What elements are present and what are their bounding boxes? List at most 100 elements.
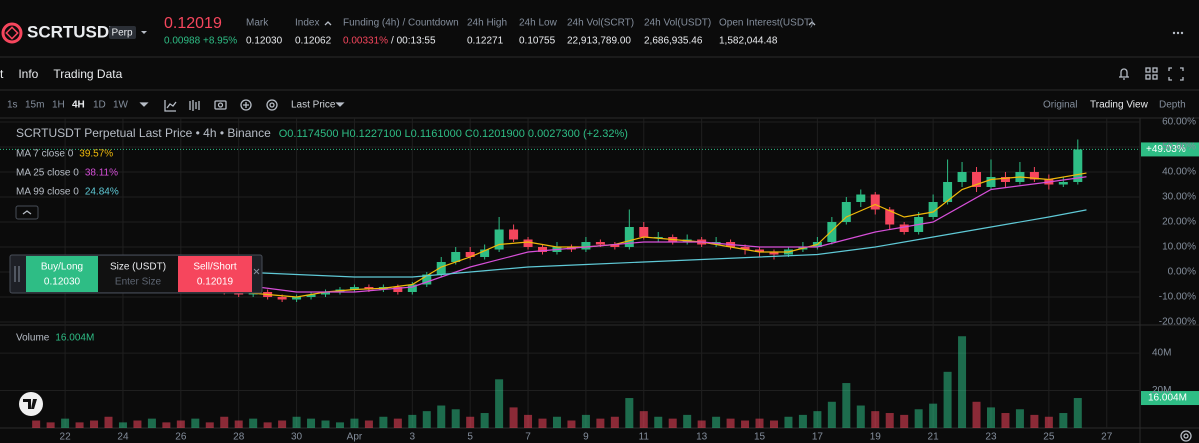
order-sell-price: 0.12019 (197, 277, 234, 288)
price-type[interactable]: Last Price (291, 100, 336, 111)
volume-bar (263, 422, 272, 428)
x-tick-label: 28 (233, 432, 245, 443)
candle-body (451, 252, 461, 262)
volume-bar (842, 383, 851, 428)
volume-bar (437, 405, 446, 428)
last-price-label: +49.03% (1146, 144, 1186, 155)
caret[interactable] (141, 31, 147, 34)
chart-tool-icons[interactable] (139, 99, 345, 112)
x-tick-label: 27 (1101, 432, 1113, 443)
chart-layer (0, 118, 1140, 428)
volume-bar (422, 411, 431, 428)
collapse-icon (22, 210, 32, 215)
y-tick-label: -10.00% (1159, 292, 1196, 303)
volume-bar (683, 414, 692, 428)
candle-body (465, 252, 475, 257)
view-tab[interactable]: Original (1043, 100, 1077, 111)
order-buy-label: Buy/Long (41, 262, 83, 273)
drag-handle (14, 266, 20, 282)
volume-bar (46, 422, 55, 428)
collapse-button[interactable] (15, 205, 39, 220)
y-tick-label: 10.00% (1162, 242, 1196, 253)
volume-tick-label: 40M (1152, 348, 1171, 359)
stat-value: 0.10755 (519, 36, 556, 47)
volume-bar (292, 416, 301, 428)
more-menu[interactable] (1172, 31, 1184, 35)
volume-bar (798, 414, 807, 428)
stat-value: 0.12271 (467, 36, 504, 47)
size-field[interactable] (98, 256, 178, 292)
badge-bg (109, 26, 136, 39)
candle-body (349, 287, 359, 290)
interval[interactable]: 1s (7, 100, 18, 111)
stat-value: 1,582,044.48 (719, 36, 778, 47)
tool-icons-right[interactable] (1119, 67, 1184, 81)
volume-bar (220, 416, 229, 428)
volume-bar (61, 418, 70, 428)
sort-icons[interactable] (324, 21, 816, 26)
sell-button[interactable] (178, 256, 252, 292)
stat-value: 2,686,935.46 (644, 36, 703, 47)
volume-bar (451, 409, 460, 428)
ma-line (238, 172, 1087, 298)
x-tick-label: 15 (754, 432, 766, 443)
view-tab[interactable]: Depth (1159, 100, 1186, 111)
close-icon[interactable] (253, 268, 260, 275)
volume-bar (364, 420, 373, 428)
volume-bar (393, 418, 402, 428)
volume-bar (625, 398, 634, 428)
candle-body (306, 294, 316, 297)
volume-bar (234, 420, 243, 428)
volume-bar (871, 411, 880, 428)
interval[interactable]: 1D (93, 100, 106, 111)
stat-label: 24h Vol(SCRT) (567, 18, 634, 29)
volume-bar (1073, 398, 1082, 428)
nav-tab[interactable]: Trading Data (53, 67, 122, 81)
volume-bar (538, 418, 547, 428)
order-sell-label: Sell/Short (193, 262, 237, 273)
y-tick-label: 40.00% (1162, 167, 1196, 178)
y-tick-label: -20.00% (1159, 317, 1196, 328)
candle-body (364, 287, 374, 290)
volume-bar (75, 422, 84, 428)
x-tick-label: 23 (985, 432, 997, 443)
nav-tab[interactable]: Info (18, 67, 38, 81)
volume-bar (827, 401, 836, 428)
nav-tab[interactable]: t (0, 67, 4, 81)
candle-body (986, 177, 996, 187)
ma-line (238, 176, 1087, 293)
interval[interactable]: 1H (52, 100, 65, 111)
volume-bar (133, 420, 142, 428)
tradingview-logo (19, 392, 43, 416)
interval[interactable]: 4H (72, 100, 85, 111)
overlay: +49.03% 16.004M SCRTUSDT Perpetual Last Pr… (0, 126, 1199, 406)
y-tick-label: 0.00% (1168, 267, 1196, 278)
candle-body (755, 249, 765, 252)
x-tick-label: 3 (410, 432, 416, 443)
candle-body (494, 229, 504, 250)
ma-legend-name: MA 25 close 0 (16, 168, 79, 179)
candle-body (1000, 177, 1010, 182)
y-tick-label: 30.00% (1162, 192, 1196, 203)
volume-bar (769, 420, 778, 428)
ma-legend-value: 38.11% (85, 168, 118, 179)
view-tab[interactable]: Trading View (1090, 100, 1149, 111)
volume-bar (90, 420, 99, 428)
symbol[interactable]: SCRTUSDT (27, 22, 120, 41)
candle-body (972, 172, 982, 187)
volume-bar (32, 420, 41, 428)
interval[interactable]: 1W (113, 100, 129, 111)
candle-body (393, 287, 403, 292)
interval[interactable]: 15m (25, 100, 44, 111)
settings-icon[interactable] (1180, 430, 1192, 442)
volume-bar (986, 407, 995, 428)
volume-bar (958, 336, 967, 428)
volume-bar (191, 418, 200, 428)
candle-body (870, 194, 880, 210)
x-tick-label: 9 (583, 432, 589, 443)
candle-body (422, 274, 432, 285)
ma-line (238, 209, 1087, 278)
candle-body (595, 242, 605, 245)
volume-bar (567, 420, 576, 428)
buy-button[interactable] (26, 256, 98, 292)
